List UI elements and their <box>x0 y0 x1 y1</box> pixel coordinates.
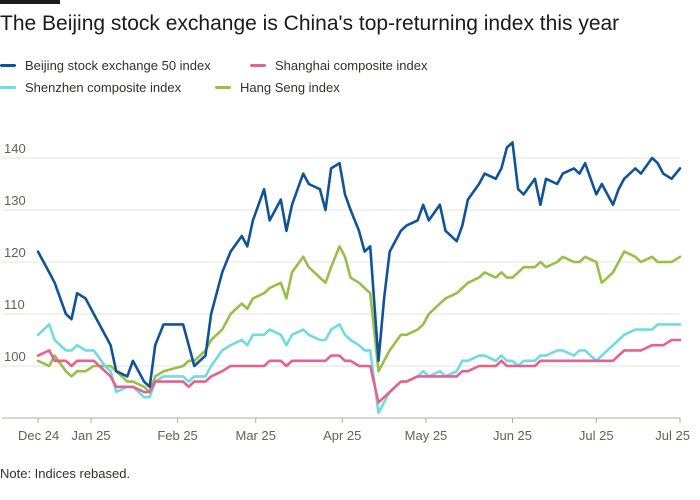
series-line-beijing-stock-exchange-50-index <box>36 141 682 389</box>
chart-note: Note: Indices rebased. <box>0 466 131 481</box>
legend-item-beijing: Beijing stock exchange 50 index <box>0 58 211 73</box>
x-tick-label: Jul 25 <box>655 428 690 443</box>
legend-swatch-shenzhen <box>0 86 16 89</box>
legend-label-shenzhen: Shenzhen composite index <box>25 80 182 95</box>
legend-label-beijing: Beijing stock exchange 50 index <box>25 58 211 73</box>
y-tick-label: 110 <box>4 297 25 312</box>
chart-title: The Beijing stock exchange is China's to… <box>0 12 620 35</box>
y-tick-label: 130 <box>4 193 26 208</box>
x-tick-label: Mar 25 <box>235 428 275 443</box>
legend-swatch-hangseng <box>215 86 231 89</box>
y-tick-label: 140 <box>4 141 26 156</box>
x-tick-label: Apr 25 <box>323 428 361 443</box>
x-tick-label: Jun 25 <box>493 428 532 443</box>
x-tick-label: Jan 25 <box>72 428 111 443</box>
legend-swatch-beijing <box>0 64 16 67</box>
x-tick-label: Dec 24 <box>18 428 59 443</box>
legend-swatch-shanghai <box>250 64 266 67</box>
legend-item-hangseng: Hang Seng index <box>215 80 340 95</box>
top-rule <box>0 0 60 4</box>
series-line-shenzhen-composite-index <box>36 323 682 415</box>
y-tick-label: 100 <box>4 349 26 364</box>
legend-item-shanghai: Shanghai composite index <box>250 58 428 73</box>
x-tick-label: Feb 25 <box>157 428 197 443</box>
x-tick-label: May 25 <box>405 428 448 443</box>
legend-label-hangseng: Hang Seng index <box>240 80 340 95</box>
legend-item-shenzhen: Shenzhen composite index <box>0 80 181 95</box>
x-tick-label: Jul 25 <box>579 428 614 443</box>
series-line-shanghai-composite-index <box>36 338 682 404</box>
legend-label-shanghai: Shanghai composite index <box>275 58 428 73</box>
y-tick-label: 120 <box>4 245 26 260</box>
series-line-hang-seng-index <box>36 245 682 394</box>
